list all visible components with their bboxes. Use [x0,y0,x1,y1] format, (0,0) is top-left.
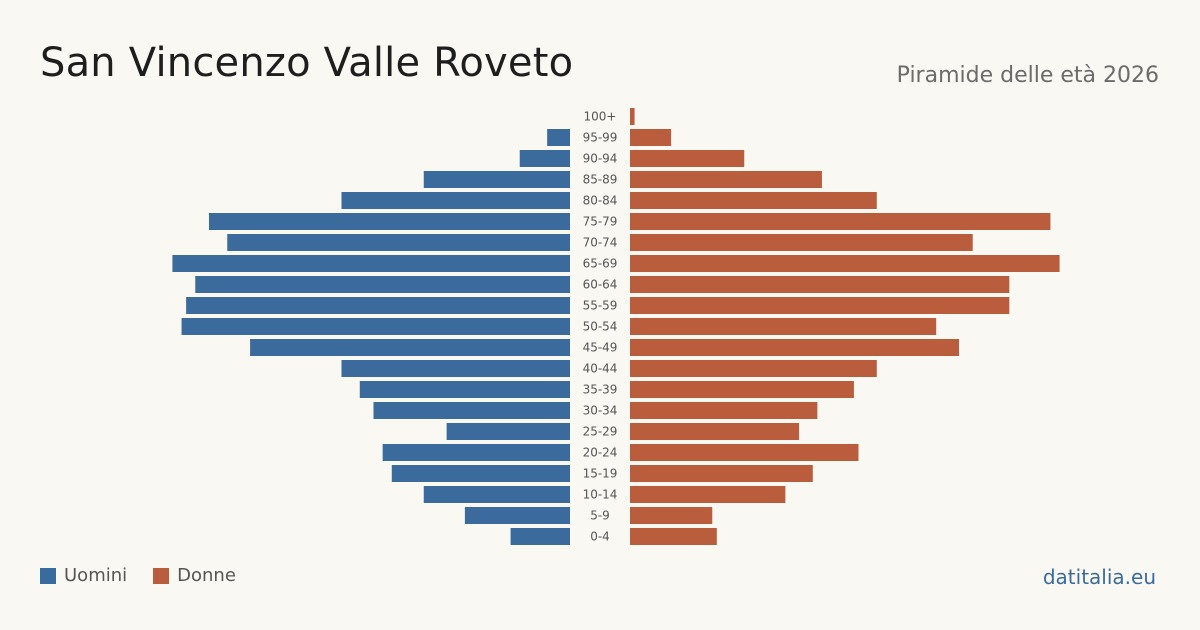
age-group-label: 0-4 [590,530,610,544]
page-title: San Vincenzo Valle Roveto [40,40,574,86]
age-group-label: 90-94 [583,152,618,166]
bar-women-10-14 [630,486,786,503]
bar-women-100plus [630,108,635,125]
bar-women-40-44 [630,360,877,377]
bar-men-10-14 [423,486,570,503]
age-group-label: 25-29 [583,425,618,439]
bar-men-40-44 [341,360,570,377]
age-group-label: 45-49 [583,341,618,355]
age-group-label: 100+ [584,110,617,124]
age-group-label: 85-89 [583,173,618,187]
bar-women-45-49 [630,339,960,356]
bar-men-60-64 [195,276,570,293]
legend-label-women: Donne [177,565,236,586]
age-group-label: 10-14 [583,488,618,502]
bar-women-95-99 [630,129,672,146]
bar-men-30-34 [373,402,570,419]
age-group-label: 80-84 [583,194,618,208]
bar-women-85-89 [630,171,822,188]
age-group-label: 65-69 [583,257,618,271]
bar-men-0-4 [510,528,570,545]
bar-women-90-94 [630,150,745,167]
bar-women-80-84 [630,192,877,209]
bar-women-70-74 [630,234,973,251]
bar-men-85-89 [423,171,570,188]
bar-women-65-69 [630,255,1060,272]
age-group-label: 95-99 [583,131,618,145]
bar-men-65-69 [172,255,570,272]
age-group-label: 50-54 [583,320,618,334]
bar-women-5-9 [630,507,713,524]
bar-men-5-9 [464,507,570,524]
bar-men-90-94 [519,150,570,167]
bar-men-75-79 [208,213,570,230]
chart-subtitle: Piramide delle età 2026 [896,63,1159,88]
bar-women-15-19 [630,465,813,482]
bar-men-50-54 [181,318,571,335]
age-group-label: 75-79 [583,215,618,229]
age-group-label: 55-59 [583,299,618,313]
bar-women-0-4 [630,528,717,545]
age-group-label: 60-64 [583,278,618,292]
population-pyramid-chart: 100+ 95-99 90-94 85-89 80-84 75-79 70-74 65-69 6… [172,108,1060,545]
age-group-label: 35-39 [583,383,618,397]
legend-swatch-women [153,567,170,584]
age-group-label: 40-44 [583,362,618,376]
bar-women-75-79 [630,213,1051,230]
bar-women-25-29 [630,423,800,440]
age-group-label: 15-19 [583,467,618,481]
legend-label-men: Uomini [64,565,128,586]
bar-men-20-24 [382,444,570,461]
age-group-label: 30-34 [583,404,618,418]
bar-men-70-74 [227,234,570,251]
bar-women-20-24 [630,444,859,461]
bar-men-55-59 [186,297,570,314]
bar-men-15-19 [391,465,570,482]
source-link[interactable]: datitalia.eu [1042,565,1156,589]
bar-men-95-99 [547,129,570,146]
age-group-label: 20-24 [583,446,618,460]
bar-men-25-29 [446,423,570,440]
bar-women-60-64 [630,276,1010,293]
legend-item-women: Donne [153,565,236,586]
bar-women-30-34 [630,402,818,419]
bar-women-55-59 [630,297,1010,314]
bar-men-35-39 [359,381,570,398]
chart-legend: Uomini Donne [40,565,262,586]
age-group-label: 70-74 [583,236,618,250]
bar-men-45-49 [250,339,570,356]
legend-item-men: Uomini [40,565,127,586]
bar-women-50-54 [630,318,937,335]
bar-women-35-39 [630,381,854,398]
bar-men-80-84 [341,192,570,209]
age-group-label: 5-9 [590,509,610,523]
legend-swatch-men [40,567,56,584]
